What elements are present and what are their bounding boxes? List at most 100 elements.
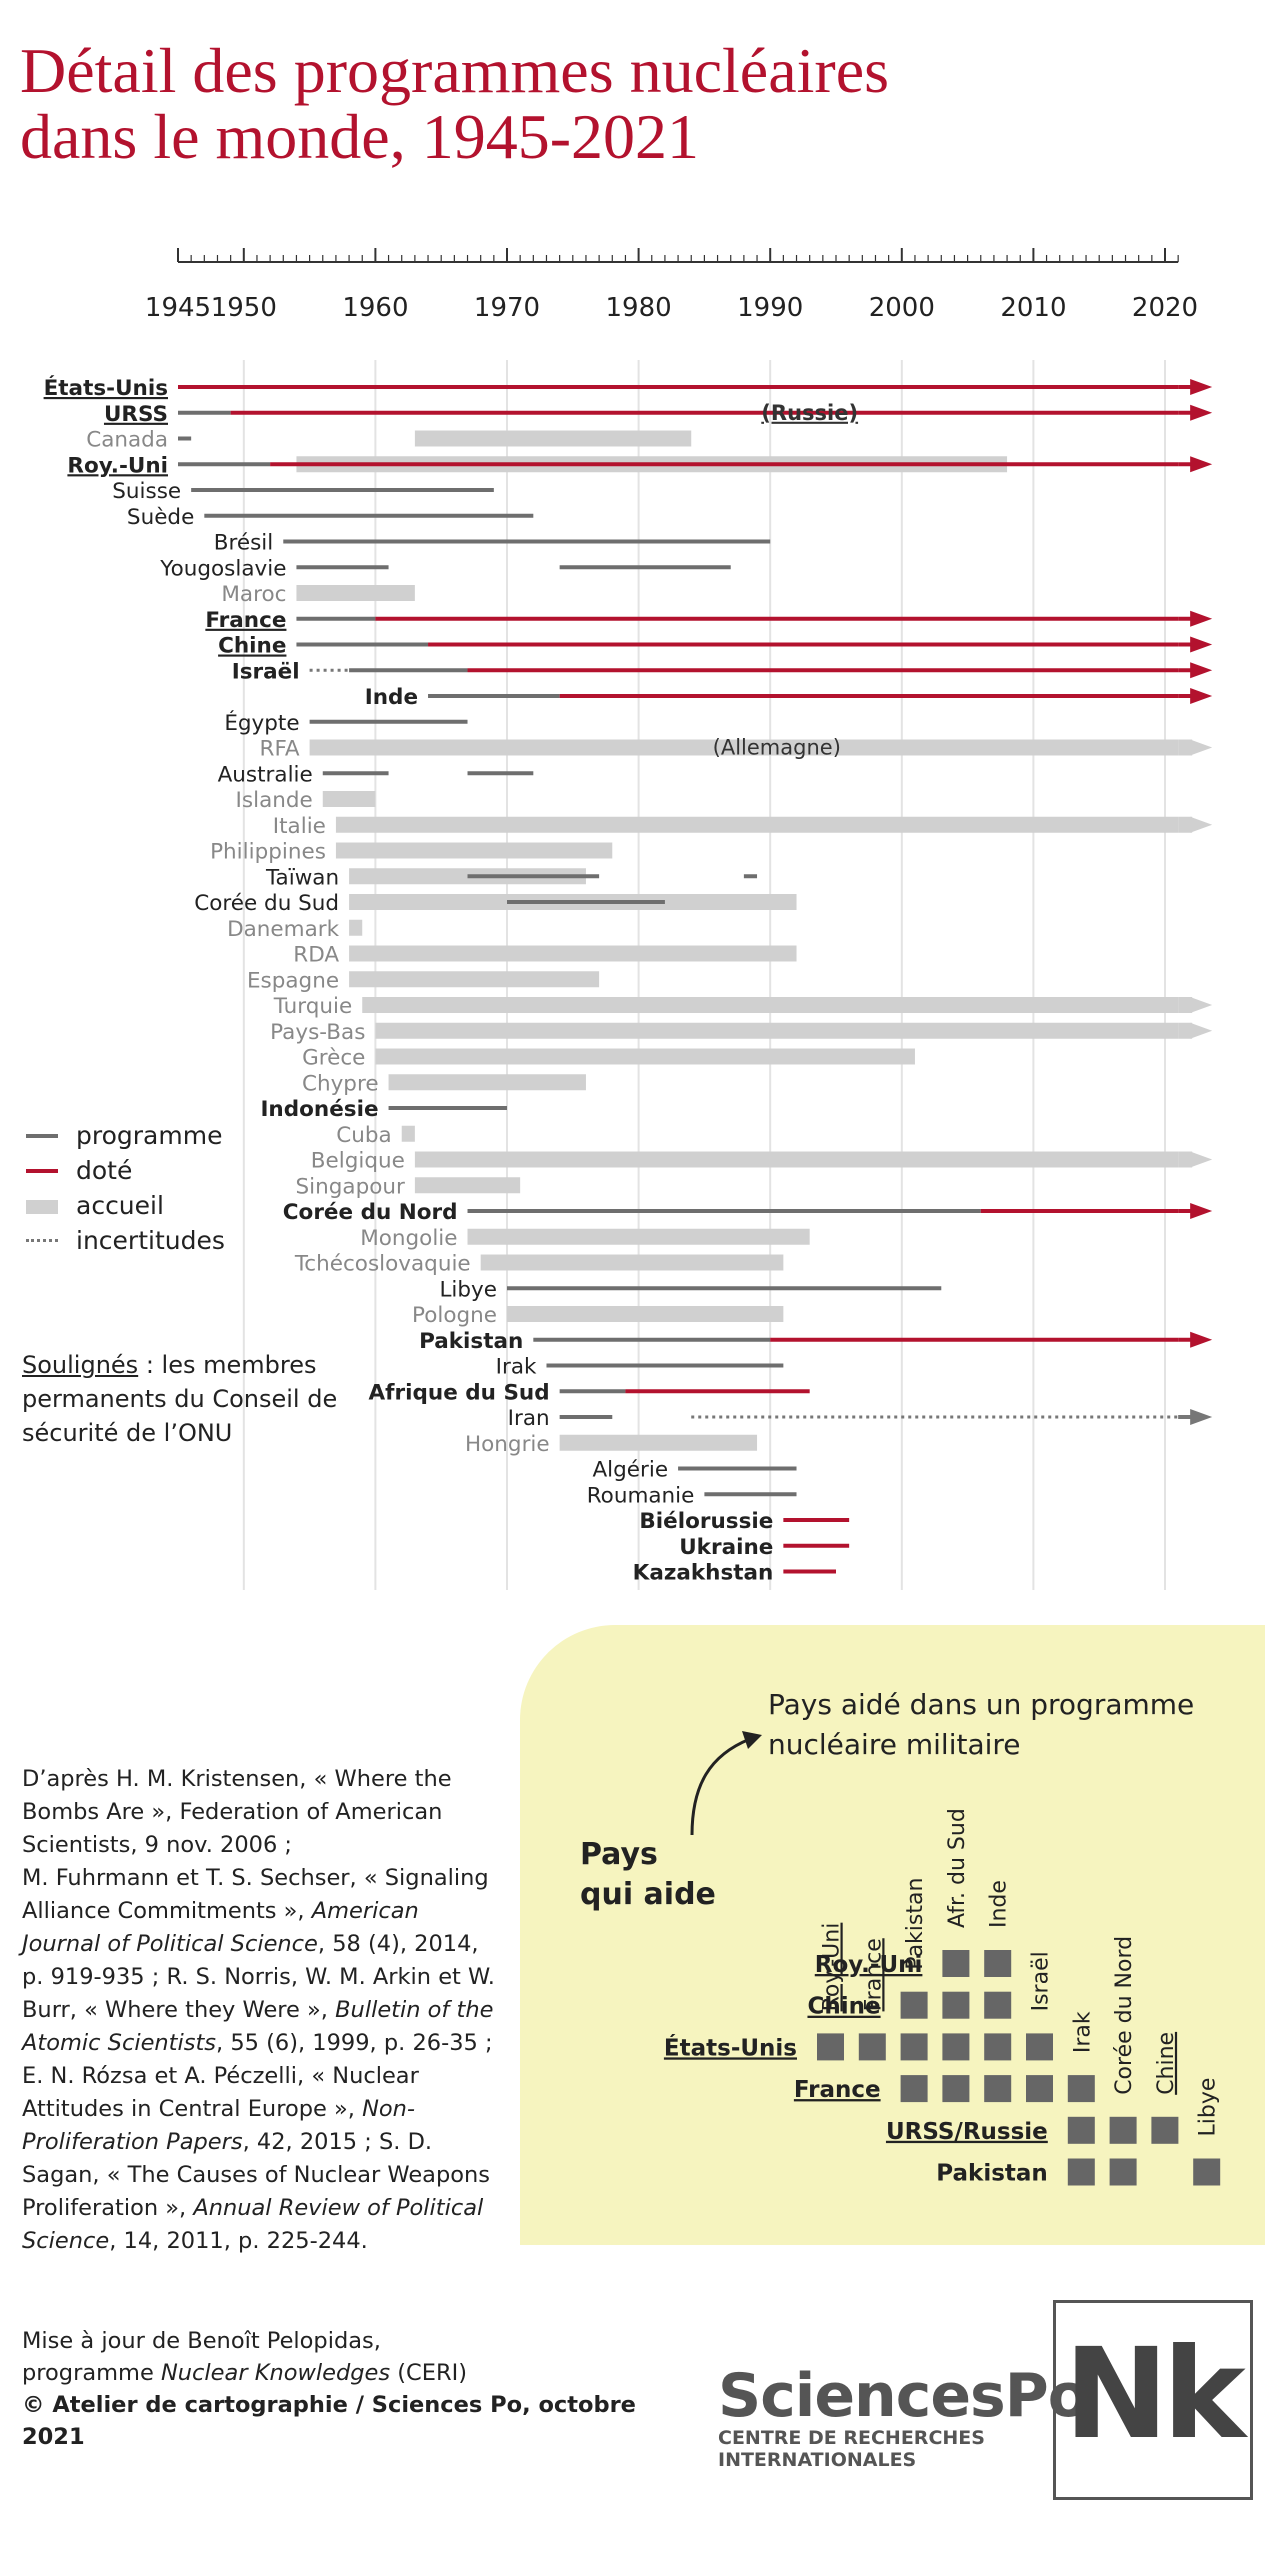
x-tick-label: 2010: [1000, 293, 1066, 323]
accueil-bar: [388, 1074, 586, 1091]
aid-cell: [984, 2033, 1012, 2061]
title-line-2: dans le monde, 1945-2021: [20, 101, 699, 172]
legend-swatch-programme: [26, 1134, 58, 1138]
aid-cell: [984, 1991, 1012, 2019]
accueil-bar: [480, 1254, 784, 1271]
aid-column-label: Libye: [1196, 2078, 1221, 2137]
aid-cell: [1067, 2158, 1095, 2186]
arrow-head: [1190, 1203, 1213, 1219]
aid-cell: [1067, 2075, 1095, 2103]
accueil-bar: [362, 997, 1179, 1013]
country-label: Libye: [439, 1277, 497, 1302]
aid-cell: [858, 2033, 886, 2061]
x-tick-label: 1960: [342, 293, 408, 323]
arrow-head: [1190, 739, 1213, 756]
aid-cell: [900, 1991, 928, 2019]
aid-column-label: Inde: [987, 1880, 1012, 1928]
country-label: Israël: [232, 659, 300, 684]
nk-logo: Nk: [1053, 2300, 1253, 2500]
legend-item-dote: doté: [22, 1153, 225, 1188]
credits-programme-name: Nuclear Knowledges: [160, 2360, 391, 2386]
aid-cell: [942, 1991, 970, 2019]
x-tick-label: 1990: [737, 293, 803, 323]
country-label: Biélorussie: [639, 1509, 773, 1534]
aid-column-label: Roy.-Uni: [820, 1923, 845, 2012]
legend-item-incertitudes: incertitudes: [22, 1223, 225, 1258]
accueil-bar: [322, 791, 376, 807]
country-label: Tchécoslovaquie: [294, 1252, 471, 1277]
timeline-row: (Allemagne) RFA: [260, 736, 1213, 762]
timeline-row: Canada: [86, 428, 692, 453]
country-label: Hongrie: [465, 1432, 550, 1457]
arrow-head: [1190, 404, 1213, 421]
legend-item-accueil: accueil: [22, 1188, 225, 1223]
aid-cell: [900, 2033, 928, 2061]
timeline-row: Libye: [439, 1277, 942, 1302]
accueil-bar: [401, 1125, 415, 1142]
aid-row-label: États-Unis: [664, 2033, 797, 2061]
country-label: France: [205, 608, 286, 633]
aid-cell: [1026, 2075, 1053, 2103]
aid-cell: [1067, 2116, 1095, 2144]
timeline-row: Pays-Bas: [270, 1020, 1213, 1045]
aid-helper-label-line-1: Pays: [580, 1837, 658, 1872]
arrow-head: [1190, 1151, 1213, 1168]
country-label: Cuba: [336, 1123, 391, 1148]
timeline-row: France: [205, 608, 1213, 633]
arrow-head: [1190, 997, 1213, 1013]
country-label: Italie: [273, 814, 326, 839]
timeline-row: Pologne: [412, 1303, 784, 1328]
timeline-row: RDA: [293, 943, 797, 968]
timeline-row: Mongolie: [360, 1226, 810, 1251]
arrow-head: [1190, 816, 1213, 833]
timeline-row: Philippines: [210, 840, 613, 865]
aid-matrix-title: Pays aidé dans un programme nucléaire mi…: [768, 1688, 1195, 1761]
timeline-row: Singapour: [296, 1174, 521, 1199]
timeline-row: Brésil: [214, 531, 771, 556]
timeline-row: Algérie: [592, 1458, 797, 1483]
legend-label-incertitudes: incertitudes: [76, 1226, 225, 1255]
country-label: Grèce: [302, 1046, 365, 1071]
timeline-row: Chine: [218, 634, 1213, 659]
arrow-head: [1190, 636, 1213, 653]
accueil-bar: [296, 585, 415, 601]
aid-column-label: Chine: [1154, 2032, 1179, 2095]
country-label: Islande: [236, 788, 313, 813]
aid-cell: [1193, 2158, 1221, 2186]
aid-matrix-panel: Pays aidé dans un programme nucléaire mi…: [520, 1625, 1265, 2245]
sciencespo-logo-sub-1: CENTRE DE RECHERCHES: [718, 2427, 985, 2449]
accueil-bar: [467, 1228, 810, 1245]
underline-note-text: : les membres permanents du Conseil de s…: [22, 1351, 338, 1447]
country-label: Suède: [127, 505, 194, 530]
credits-line-3: © Atelier de cartographie / Sciences Po,…: [22, 2389, 702, 2453]
country-label: Indonésie: [260, 1097, 378, 1122]
country-label: Philippines: [210, 840, 326, 865]
legend-swatch-accueil: [26, 1200, 58, 1214]
timeline-row: Inde: [365, 685, 1213, 710]
timeline-row: Cuba: [336, 1123, 415, 1148]
timeline-row: Afrique du Sud: [369, 1380, 810, 1405]
arrow-head: [1190, 1331, 1213, 1348]
credits-copyright: © Atelier de cartographie / Sciences Po,…: [22, 2392, 636, 2450]
timeline-row: Hongrie: [465, 1432, 758, 1457]
country-label: Pays-Bas: [270, 1020, 365, 1045]
aid-column-label: Irak: [1070, 2011, 1095, 2053]
sciencespo-logo-name: SciencesPo: [718, 2361, 1089, 2431]
timeline-row: Australie: [218, 762, 534, 787]
country-label: Irak: [496, 1355, 537, 1380]
arrow-head: [1190, 1409, 1213, 1425]
timeline-row: Turquie: [273, 994, 1213, 1019]
legend-label-accueil: accueil: [76, 1191, 164, 1220]
aid-cell: [1109, 2116, 1137, 2144]
timeline-row: Belgique: [311, 1149, 1213, 1174]
accueil-bar: [309, 739, 1179, 756]
country-label: Roy.-Uni: [67, 453, 168, 478]
country-label: Maroc: [221, 582, 286, 607]
country-label: Singapour: [296, 1174, 405, 1199]
aid-cell: [1026, 2033, 1053, 2061]
row-annotation: (Russie): [761, 401, 858, 425]
legend-label-programme: programme: [76, 1121, 223, 1150]
timeline-row: Iran: [508, 1406, 1213, 1431]
accueil-bar: [559, 1434, 758, 1451]
aid-row-label: Roy.-Uni: [815, 1952, 923, 1978]
